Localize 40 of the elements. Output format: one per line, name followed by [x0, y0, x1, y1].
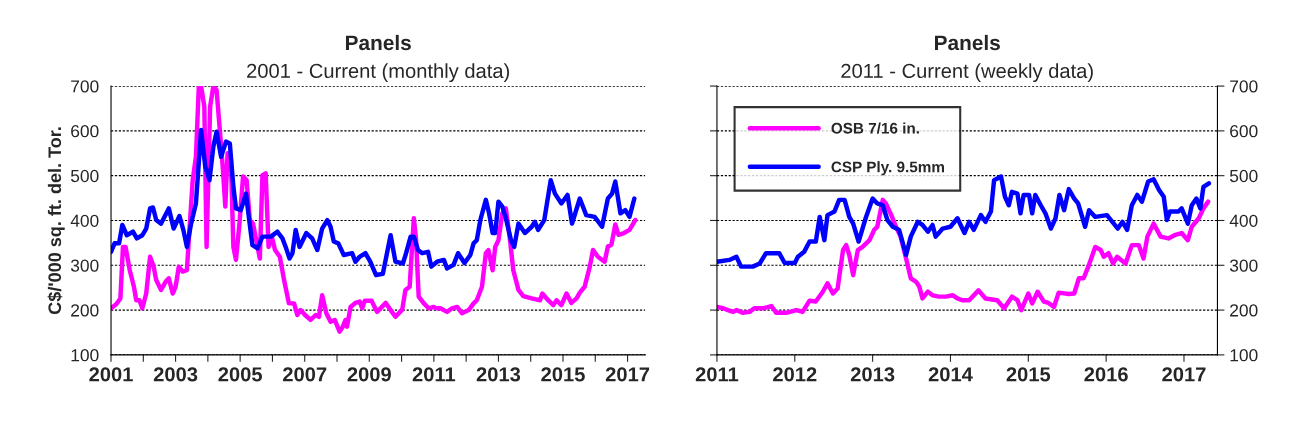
y-tick-label: 700 [71, 80, 99, 93]
y-tick-label: 600 [71, 125, 99, 138]
y2-tick-label: 500 [1229, 169, 1258, 183]
x-tick-label: 2011 [412, 367, 456, 382]
line-series [111, 127, 637, 278]
chart-title: Panels [935, 34, 1000, 51]
x-tick-label: 2001 [89, 367, 133, 382]
line-series [716, 174, 1212, 269]
x-tick-label: 2009 [347, 367, 391, 382]
y-tick-label: 500 [70, 169, 99, 183]
y2-tick-label: 700 [1230, 80, 1258, 93]
y-axis-title: C$/'000 sq. ft. del. Tor. [47, 127, 65, 315]
legend-label: CSP Ply. 9.5mm [831, 161, 944, 176]
x-tick-label: 2015 [1006, 367, 1051, 382]
x-tick-label: 2011 [695, 367, 739, 382]
x-tick-label: 2015 [541, 367, 585, 382]
x-tick-label: 2014 [928, 367, 973, 382]
chart-subtitle: 2011 - Current (weekly data) [841, 63, 1093, 83]
y2-tick-label: 400 [1229, 214, 1258, 227]
x-tick-label: 2016 [1084, 367, 1128, 382]
x-tick-label: 2017 [1162, 367, 1206, 382]
x-tick-label: 2017 [605, 367, 650, 382]
y-tick-label: 400 [70, 214, 99, 227]
y2-tick-label: 200 [1230, 304, 1258, 317]
y2-tick-label: 600 [1230, 125, 1258, 138]
chart-subtitle: 2001 - Current (monthly data) [247, 63, 510, 83]
chart-title: Panels [345, 34, 411, 51]
x-tick-label: 2013 [850, 367, 895, 382]
y-tick-label: 100 [71, 349, 99, 362]
x-tick-label: 2007 [283, 367, 327, 382]
x-tick-label: 2005 [218, 367, 262, 382]
y2-tick-label: 300 [1229, 259, 1258, 272]
x-tick-label: 2012 [773, 367, 817, 382]
y-tick-label: 300 [70, 259, 99, 272]
legend-label: OSB 7/16 in. [831, 122, 919, 134]
y-tick-label: 200 [71, 304, 99, 317]
x-tick-label: 2013 [476, 367, 521, 382]
x-tick-label: 2003 [153, 367, 198, 382]
line-series [716, 197, 1211, 315]
y2-tick-label: 100 [1230, 349, 1258, 362]
